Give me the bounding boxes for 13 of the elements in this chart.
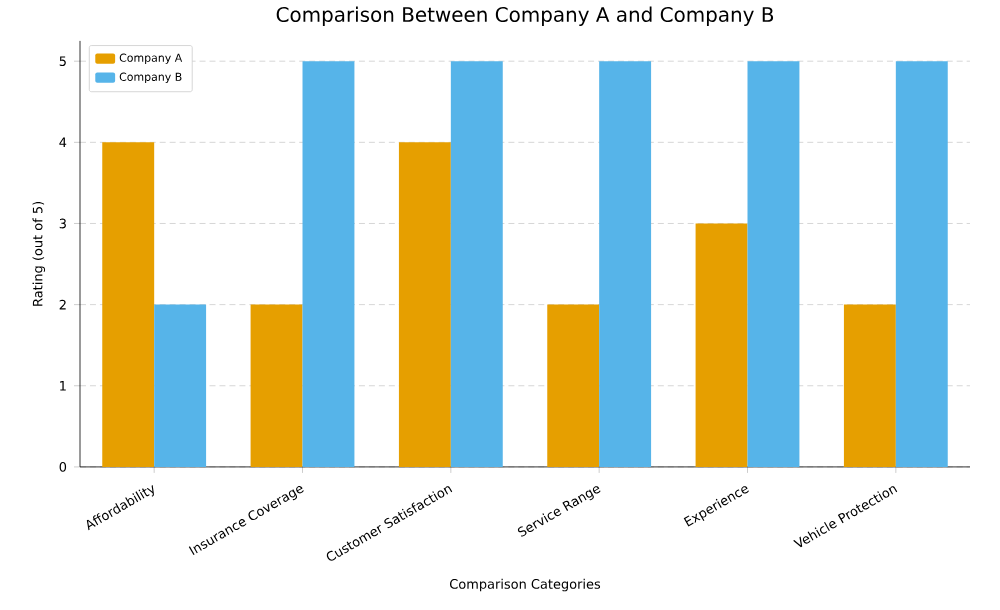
bar bbox=[599, 60, 652, 467]
bar bbox=[695, 223, 748, 467]
bar bbox=[102, 141, 155, 467]
bar bbox=[398, 141, 451, 467]
bar bbox=[747, 60, 800, 467]
bar bbox=[547, 304, 600, 467]
bar bbox=[895, 60, 948, 467]
bar bbox=[250, 304, 303, 467]
bar bbox=[154, 304, 207, 467]
bar bbox=[302, 60, 355, 467]
chart-title: Comparison Between Company A and Company B bbox=[276, 6, 774, 26]
bar bbox=[450, 60, 503, 467]
bar bbox=[843, 304, 896, 467]
